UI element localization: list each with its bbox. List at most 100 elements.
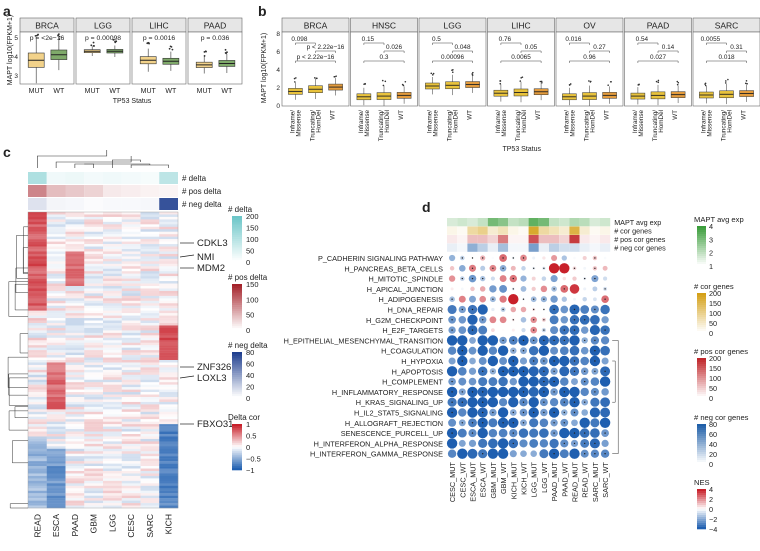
panel-c-heat-cell xyxy=(84,374,104,378)
panel-b-outlier xyxy=(499,82,502,85)
panel-c-heat-cell xyxy=(140,293,160,297)
panel-d-sig-marker xyxy=(584,432,586,434)
panel-c-legend-swatch xyxy=(232,382,242,385)
panel-d-legend-tick: 80 xyxy=(709,420,717,429)
panel-c-heat-cell xyxy=(159,466,179,469)
panel-c-heat-cell xyxy=(28,313,47,316)
panel-d-sig-marker xyxy=(461,277,463,280)
panel-d-sig-marker xyxy=(553,308,555,311)
panel-a-plot-frame xyxy=(187,31,243,85)
panel-d-legend-swatch xyxy=(697,432,706,435)
panel-d-dot xyxy=(499,316,507,324)
panel-c-heat-cell xyxy=(121,352,141,356)
panel-c-legend-swatch xyxy=(232,384,242,387)
panel-c-heat-cell xyxy=(46,436,66,440)
panel-c-legend-swatch xyxy=(232,242,242,246)
panel-c-heat-cell xyxy=(28,392,47,395)
panel-c-legend-swatch xyxy=(232,223,242,226)
panel-c-heat-cell xyxy=(84,298,104,301)
panel-d-sig-marker xyxy=(492,298,494,300)
panel-c-annotation-cell xyxy=(46,172,66,184)
panel-c-heat-cell xyxy=(121,347,141,351)
panel-c-heat-cell xyxy=(28,416,47,420)
panel-c-row-dendrogram xyxy=(8,281,28,317)
panel-d-legend-swatch xyxy=(697,517,706,520)
panel-c-heat-cell xyxy=(28,409,47,412)
panel-c-legend-title: # neg delta xyxy=(228,341,268,350)
panel-b-outlier xyxy=(293,81,296,83)
panel-c-column-label: CESC xyxy=(126,514,136,538)
panel-c-heat-cell xyxy=(46,448,66,452)
panel-d-dot xyxy=(468,346,477,355)
panel-c-legend-swatch xyxy=(232,375,242,378)
panel-b-pvalue: 0.098 xyxy=(291,36,307,43)
panel-c-heat-cell xyxy=(84,212,104,215)
panel-c-legend-swatch xyxy=(232,392,242,395)
panel-c-heat-cell xyxy=(84,384,104,388)
panel-c-heat-cell xyxy=(65,377,85,380)
panel-c-heat-cell xyxy=(159,263,179,267)
panel-c-heat-cell xyxy=(140,434,160,437)
panel-c-heat-cell xyxy=(140,219,160,223)
panel-c-legend-swatch xyxy=(232,219,242,223)
panel-d-legend-swatch xyxy=(697,242,706,245)
panel-c-heat-cell xyxy=(46,332,66,336)
panel-d-dot xyxy=(477,345,488,356)
panel-c-legend-swatch xyxy=(232,357,242,360)
panel-d-dot xyxy=(561,255,567,261)
panel-a-outlier xyxy=(57,34,59,37)
panel-d-dot xyxy=(549,438,559,449)
panel-c-heat-cell xyxy=(121,394,141,398)
panel-c-heat-cell xyxy=(65,283,85,287)
panel-c-heat-cell xyxy=(159,377,179,380)
panel-c-heat-cell xyxy=(84,461,104,464)
panel-d-sig-marker xyxy=(471,329,474,331)
panel-d-legend-swatch xyxy=(697,509,706,512)
panel-c-heat-cell xyxy=(65,389,85,393)
panel-d-dot xyxy=(559,355,570,367)
panel-c-heat-cell xyxy=(84,411,104,415)
panel-c-heat-cell xyxy=(121,350,141,353)
panel-b-ytick: 0 xyxy=(276,103,280,110)
panel-d-legend-swatch xyxy=(697,240,706,243)
panel-d-legend-swatch xyxy=(697,358,706,361)
panel-c-heat-cell xyxy=(84,392,104,395)
panel-c-heat-cell xyxy=(28,310,47,314)
panel-c-legend-tick: −1 xyxy=(246,466,255,475)
panel-c-heat-cell xyxy=(84,443,104,447)
panel-c-heat-cell xyxy=(103,278,122,282)
panel-c-heat-cell xyxy=(28,286,47,289)
panel-d-legend-swatch xyxy=(697,454,706,457)
panel-c-heat-cell xyxy=(46,362,66,366)
panel-d-dot xyxy=(590,397,600,407)
panel-c-heat-cell xyxy=(159,416,179,420)
panel-c-heat-cell xyxy=(46,443,66,447)
panel-c-annotation-cell xyxy=(140,172,160,184)
panel-d-sig-marker xyxy=(471,422,474,424)
panel-c-heat-cell xyxy=(84,431,104,435)
panel-c-legend-swatch xyxy=(232,295,242,298)
panel-c-heat-cell xyxy=(46,490,66,494)
panel-c-heat-cell xyxy=(65,286,85,289)
panel-d-dot xyxy=(593,297,597,302)
panel-b-group-label: WT xyxy=(467,110,474,120)
panel-c-heat-cell xyxy=(28,480,47,484)
panel-c-legend-tick: 100 xyxy=(246,235,259,244)
panel-c-heat-cell xyxy=(103,411,122,415)
panel-c-heat-cell xyxy=(121,231,141,235)
panel-c-heat-cell xyxy=(159,320,179,324)
panel-c-heat-cell xyxy=(65,355,85,358)
panel-c-heat-cell xyxy=(159,471,179,474)
panel-a-outlier xyxy=(171,48,174,51)
panel-c-heat-cell xyxy=(46,221,66,225)
panel-c-legend-swatch xyxy=(232,458,242,461)
panel-c-heat-cell xyxy=(121,441,141,445)
panel-c-legend-tick: 1 xyxy=(246,420,250,429)
panel-c-legend-tick: 0.5 xyxy=(246,432,256,441)
panel-d-column-label: KICH_WT xyxy=(520,461,529,494)
panel-c-heat-cell xyxy=(159,342,179,346)
panel-c-heat-cell xyxy=(84,355,104,358)
panel-c-heat-cell xyxy=(28,446,47,449)
panel-c-heat-cell xyxy=(159,226,179,230)
panel-c-heat-cell xyxy=(121,495,141,499)
